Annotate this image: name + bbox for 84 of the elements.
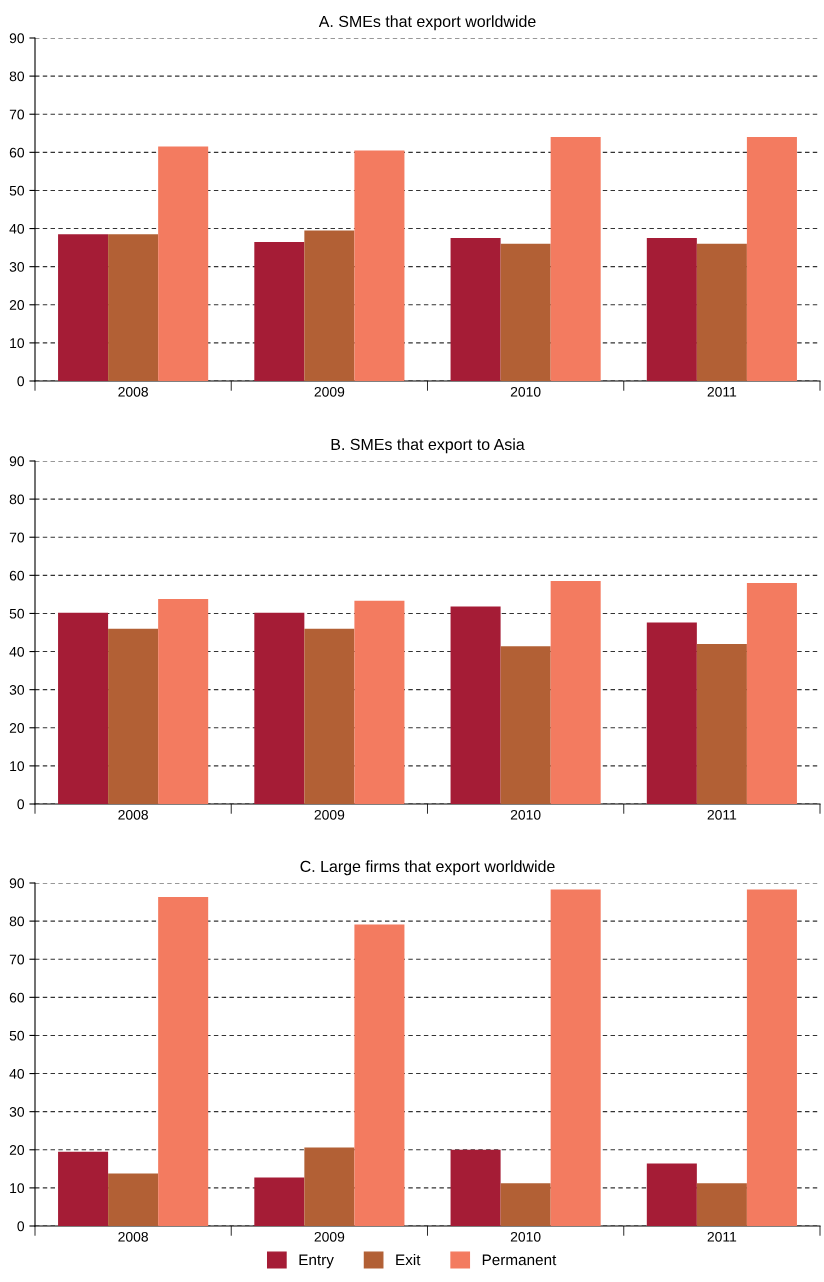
bar [646,1163,697,1226]
y-tick-label: 70 [9,954,25,965]
y-tick-label: 10 [10,1183,25,1194]
bar [58,612,109,804]
y-tick-label: 0 [17,376,25,387]
legend-label: Exit [396,1254,421,1266]
bar [746,582,797,804]
y-tick-label: 70 [9,109,25,120]
y-tick-label: 0 [17,799,25,810]
y-tick-label: 80 [9,494,25,505]
y-tick-label: 30 [9,262,25,272]
bar [500,646,551,804]
bar [158,897,209,1226]
bar [550,137,601,381]
x-tick-label: 2009 [314,386,345,397]
bar [500,243,551,381]
y-tick-label: 90 [9,456,25,467]
bar [304,230,355,381]
y-tick-label: 90 [9,878,25,889]
bar [354,924,405,1226]
x-tick-label: 2009 [314,809,345,820]
y-tick-label: 90 [9,33,25,44]
legend-label: Entry [299,1254,334,1269]
y-tick-label: 60 [9,992,25,1003]
bar [354,600,405,804]
y-tick-label: 20 [9,300,25,310]
legend-label: Permanent [482,1254,557,1266]
y-tick-label: 0 [17,1221,25,1232]
y-tick-label: 60 [9,147,25,158]
y-tick-label: 40 [9,646,25,657]
bar [646,238,697,381]
bar [500,1183,551,1226]
x-tick-label: 2008 [118,1231,148,1242]
y-tick-label: 10 [10,761,25,772]
bar [746,889,797,1226]
bar [450,1149,501,1226]
bar [254,612,305,804]
x-tick-label: 2010 [510,1231,541,1242]
y-tick-label: 80 [9,71,25,82]
y-tick-label: 80 [9,916,25,927]
bar [254,1177,305,1226]
y-tick-label: 50 [9,1030,25,1041]
bar [450,606,501,804]
y-tick-label: 60 [9,570,25,581]
bar [550,581,601,804]
bar [58,234,109,381]
x-tick-label: 2010 [510,809,541,820]
x-tick-label: 2009 [314,1231,345,1242]
bar [108,234,159,381]
bar [108,1173,159,1226]
y-tick-label: 50 [9,608,25,619]
bar [696,243,747,381]
bar [108,628,159,804]
y-tick-label: 30 [9,685,25,695]
y-tick-label: 50 [9,185,25,196]
y-tick-label: 10 [10,338,25,349]
bar [304,1147,355,1226]
bar [158,146,209,381]
bar [158,598,209,804]
bar [550,889,601,1226]
chart-title: A. SMEs that export worldwide [318,15,536,31]
bar [646,622,697,804]
chart-title: C. Large firms that export worldwide [300,860,555,876]
y-tick-label: 40 [9,223,25,234]
bar [58,1151,109,1226]
y-tick-label: 20 [9,723,25,733]
chart-title: B. SMEs that export to Asia [331,438,525,454]
bar [746,137,797,381]
x-tick-label: 2010 [510,386,541,397]
y-tick-label: 70 [9,532,25,543]
bar [450,238,501,381]
x-tick-label: 2008 [118,809,148,820]
y-tick-label: 40 [9,1068,25,1079]
y-tick-label: 20 [9,1145,25,1155]
bar [696,643,747,804]
bar [254,241,305,381]
bar [354,150,405,381]
y-tick-label: 30 [9,1107,25,1117]
x-tick-label: 2011 [707,809,737,820]
x-tick-label: 2011 [707,386,737,397]
x-tick-label: 2011 [707,1231,737,1242]
x-tick-label: 2008 [118,386,148,397]
bar [304,628,355,804]
bar [696,1183,747,1226]
